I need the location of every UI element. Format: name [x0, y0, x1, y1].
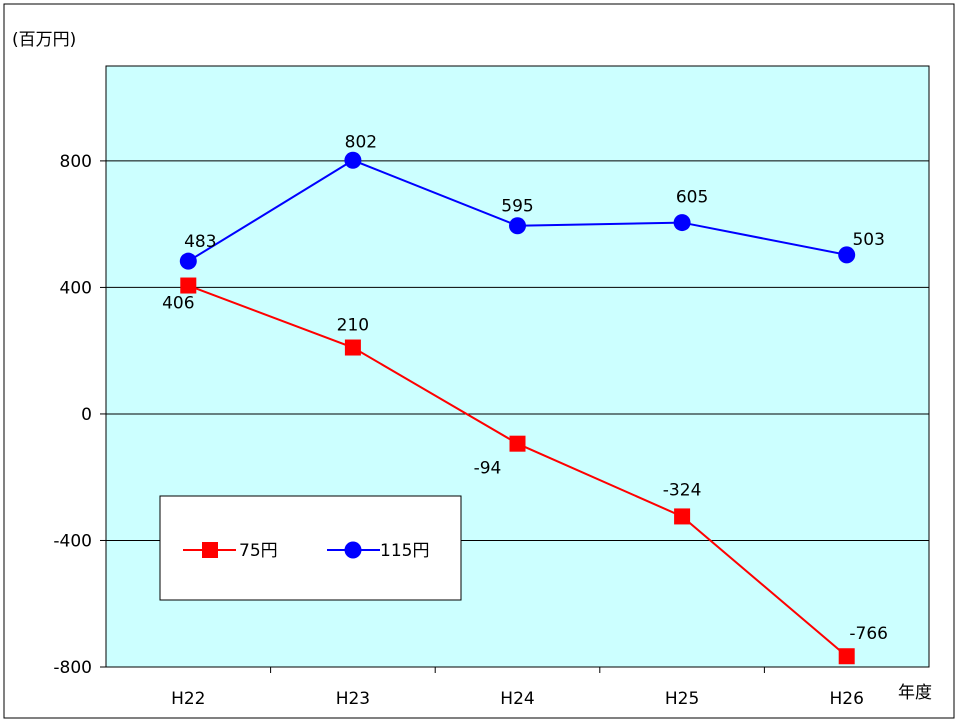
- data-point-square: [180, 277, 197, 294]
- y-tick-label: -400: [53, 531, 92, 551]
- series-lines: [179, 151, 856, 665]
- legend-item-75yen: 75円: [183, 541, 278, 561]
- legend-item-115yen: 115円: [327, 541, 429, 561]
- legend: 75円 115円: [159, 495, 462, 601]
- x-tick-label: H26: [829, 689, 863, 709]
- data-label: 503: [852, 230, 884, 250]
- legend-label-75yen: 75円: [239, 541, 278, 561]
- data-point-circle: [179, 252, 197, 270]
- data-label: 802: [345, 132, 377, 152]
- data-label: -94: [474, 459, 502, 479]
- data-label: 406: [162, 294, 194, 314]
- data-label: 595: [501, 197, 533, 217]
- legend-marker-75yen: [202, 542, 218, 558]
- data-point-square: [674, 508, 691, 525]
- y-axis-title: (百万円): [12, 30, 76, 50]
- data-label: 483: [184, 232, 216, 252]
- x-tick-label: H24: [500, 689, 534, 709]
- x-axis-title: 年度: [898, 683, 932, 703]
- data-point-circle: [838, 246, 856, 264]
- legend-label-115yen: 115円: [380, 541, 429, 561]
- x-tick-label: H25: [665, 689, 699, 709]
- legend-marker-115yen: [344, 541, 362, 559]
- y-tick-label: -800: [53, 658, 92, 678]
- data-point-square: [509, 435, 526, 452]
- data-label: -766: [849, 624, 888, 644]
- data-point-circle: [344, 151, 362, 169]
- data-point-square: [838, 648, 855, 665]
- y-axis-ticks: -800 -400 0 400 800: [53, 152, 106, 678]
- x-tick-label: H23: [336, 689, 370, 709]
- y-tick-label: 400: [60, 278, 92, 298]
- data-labels: 406 210 -94 -324 -766 483 802 595 605 503: [162, 132, 888, 644]
- data-label: 210: [337, 316, 369, 336]
- x-tick-label: H22: [171, 689, 205, 709]
- data-point-circle: [673, 214, 691, 232]
- data-point-square: [344, 339, 361, 356]
- data-label: -324: [663, 480, 702, 500]
- y-tick-label: 800: [60, 152, 92, 172]
- x-axis-ticks: H22 H23 H24 H25 H26: [171, 667, 864, 709]
- y-tick-label: 0: [81, 405, 92, 425]
- data-point-circle: [509, 217, 526, 235]
- data-label: 605: [676, 188, 708, 208]
